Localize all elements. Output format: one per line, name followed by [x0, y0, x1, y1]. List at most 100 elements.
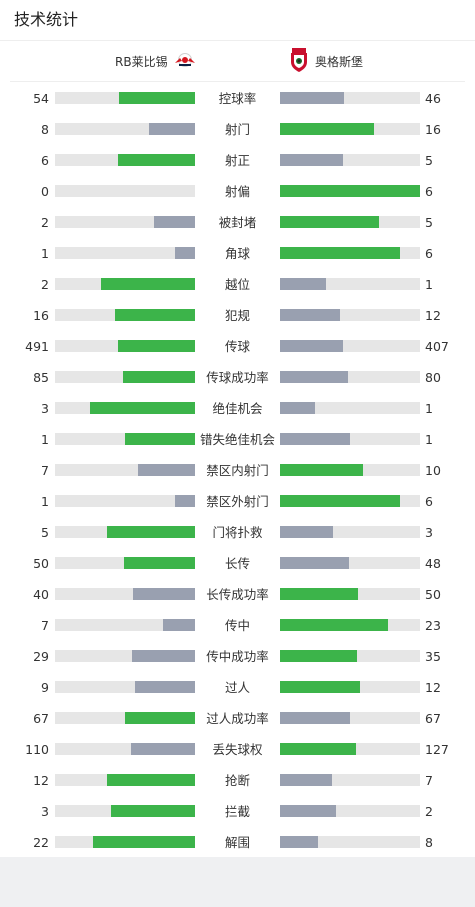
stat-row: 1 错失绝佳机会 1: [0, 424, 475, 455]
home-bar-track: [55, 619, 195, 631]
away-bar-track: [280, 526, 420, 538]
home-bar-track: [55, 309, 195, 321]
away-value: 407: [425, 339, 449, 354]
home-bar-fill: [133, 588, 195, 600]
stat-row: 16 犯规 12: [0, 300, 475, 331]
home-bar-track: [55, 712, 195, 724]
home-value: 1: [41, 494, 49, 509]
stat-row: 1 角球 6: [0, 238, 475, 269]
away-value: 3: [425, 525, 433, 540]
home-bar-fill: [115, 309, 195, 321]
away-bar-track: [280, 123, 420, 135]
away-bar-track: [280, 557, 420, 569]
away-team[interactable]: 奥格斯堡: [289, 41, 363, 81]
home-value: 3: [41, 401, 49, 416]
stat-label: 被封堵: [218, 215, 257, 230]
away-bar-fill: [280, 92, 344, 104]
home-value: 2: [41, 215, 49, 230]
stat-row: 2 被封堵 5: [0, 207, 475, 238]
stat-label: 丢失球权: [212, 742, 263, 757]
stat-row: 6 射正 5: [0, 145, 475, 176]
away-value: 80: [425, 370, 441, 385]
home-bar-track: [55, 557, 195, 569]
away-bar-fill: [280, 805, 336, 817]
home-value: 9: [41, 680, 49, 695]
away-value: 6: [425, 494, 433, 509]
home-bar-fill: [132, 650, 195, 662]
stat-row: 7 传中 23: [0, 610, 475, 641]
away-value: 1: [425, 277, 433, 292]
stat-row: 40 长传成功率 50: [0, 579, 475, 610]
stat-row: 3 绝佳机会 1: [0, 393, 475, 424]
home-bar-track: [55, 495, 195, 507]
stat-label: 射偏: [224, 184, 250, 199]
away-bar-fill: [280, 495, 400, 507]
stat-label: 长传: [224, 556, 250, 571]
stat-row: 9 过人 12: [0, 672, 475, 703]
away-bar-track: [280, 588, 420, 600]
page-title: 技术统计: [0, 0, 475, 41]
stat-row: 85 传球成功率 80: [0, 362, 475, 393]
home-team-name: RB莱比锡: [115, 54, 168, 69]
home-value: 12: [33, 773, 49, 788]
away-value: 2: [425, 804, 433, 819]
stat-label: 射正: [224, 153, 250, 168]
home-bar-track: [55, 836, 195, 848]
away-bar-fill: [280, 588, 358, 600]
home-value: 67: [33, 711, 49, 726]
home-bar-fill: [175, 247, 195, 259]
stat-row: 7 禁区内射门 10: [0, 455, 475, 486]
away-bar-fill: [280, 185, 420, 197]
home-bar-fill: [124, 557, 195, 569]
home-bar-track: [55, 681, 195, 693]
stat-label: 过人: [224, 680, 250, 695]
home-value: 7: [41, 463, 49, 478]
home-bar-fill: [163, 619, 195, 631]
away-value: 12: [425, 680, 441, 695]
stat-row: 50 长传 48: [0, 548, 475, 579]
home-bar-fill: [125, 712, 195, 724]
home-value: 110: [25, 742, 49, 757]
away-team-name: 奥格斯堡: [315, 54, 364, 69]
home-value: 5: [41, 525, 49, 540]
away-bar-track: [280, 402, 420, 414]
home-value: 16: [33, 308, 49, 323]
away-value: 35: [425, 649, 441, 664]
home-value: 7: [41, 618, 49, 633]
stat-label: 传球成功率: [206, 370, 269, 385]
away-value: 12: [425, 308, 441, 323]
home-bar-track: [55, 433, 195, 445]
away-bar-fill: [280, 278, 326, 290]
stat-label: 禁区内射门: [206, 463, 269, 478]
away-bar-track: [280, 247, 420, 259]
stat-label: 过人成功率: [206, 711, 269, 726]
home-bar-fill: [107, 774, 195, 786]
home-bar-fill: [90, 402, 195, 414]
away-bar-track: [280, 836, 420, 848]
home-bar-fill: [135, 681, 195, 693]
home-bar-fill: [118, 340, 195, 352]
home-team[interactable]: RB莱比锡: [115, 41, 196, 81]
stats-card: 技术统计 RB莱比锡: [0, 0, 475, 857]
stat-label: 抢断: [224, 773, 250, 788]
away-bar-fill: [280, 774, 332, 786]
stat-label: 越位: [224, 277, 250, 292]
home-bar-fill: [119, 92, 195, 104]
away-value: 46: [425, 91, 441, 106]
home-bar-fill: [123, 371, 195, 383]
home-bar-track: [55, 247, 195, 259]
home-bar-track: [55, 650, 195, 662]
stat-row: 67 过人成功率 67: [0, 703, 475, 734]
home-value: 6: [41, 153, 49, 168]
home-value: 50: [33, 556, 49, 571]
home-value: 1: [41, 432, 49, 447]
home-bar-track: [55, 340, 195, 352]
away-bar-fill: [280, 371, 348, 383]
home-value: 22: [33, 835, 49, 850]
away-bar-fill: [280, 247, 400, 259]
away-value: 1: [425, 432, 433, 447]
away-bar-track: [280, 650, 420, 662]
away-value: 50: [425, 587, 441, 602]
away-bar-track: [280, 340, 420, 352]
home-bar-fill: [93, 836, 195, 848]
